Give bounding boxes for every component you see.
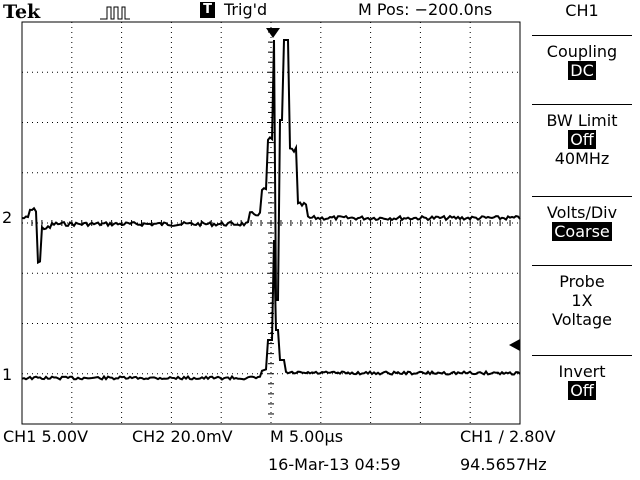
invert-label: Invert <box>558 362 606 381</box>
probe-button[interactable]: Probe 1X Voltage <box>524 272 640 329</box>
trigger-position-marker <box>266 28 280 38</box>
bw-limit-extra: 40MHz <box>554 149 610 168</box>
invert-button[interactable]: Invert Off <box>524 362 640 400</box>
ch1-scale: CH1 5.00V <box>3 427 89 446</box>
invert-value: Off <box>568 381 596 400</box>
ch1-marker: 1 <box>2 365 13 384</box>
waveform-display <box>21 21 521 425</box>
horizontal-position[interactable]: M Pos: −200.0ns <box>358 0 493 19</box>
menu-separator <box>532 35 632 36</box>
probe-type: Voltage <box>551 310 612 329</box>
ch2-marker: 2 <box>2 208 13 227</box>
ch2-trace <box>21 39 521 301</box>
timebase: M 5.00µs <box>270 427 344 446</box>
ch1-trace <box>21 239 521 381</box>
trigger-readout: CH1 ∕ 2.80V <box>460 427 556 446</box>
coupling-value: DC <box>568 61 596 80</box>
trigger-icon: T <box>200 2 215 18</box>
probe-label: Probe <box>559 272 605 291</box>
bw-limit-value: Off <box>568 130 596 149</box>
bw-limit-button[interactable]: BW Limit Off 40MHz <box>524 111 640 168</box>
ch2-scale: CH2 20.0mV <box>132 427 233 446</box>
date-time: 16-Mar-13 04:59 <box>268 455 401 474</box>
volts-div-value: Coarse <box>552 222 612 241</box>
menu-separator <box>532 104 632 105</box>
coupling-button[interactable]: Coupling DC <box>524 42 640 80</box>
coupling-label: Coupling <box>546 42 618 61</box>
volts-div-label: Volts/Div <box>546 203 618 222</box>
brand-logo: Tek <box>3 1 41 23</box>
menu-separator <box>532 265 632 266</box>
trigger-status: Trig'd <box>224 0 268 19</box>
probe-attenuation: 1X <box>571 291 593 310</box>
menu-title: CH1 <box>565 1 599 20</box>
bw-limit-label: BW Limit <box>546 111 618 130</box>
volts-div-button[interactable]: Volts/Div Coarse <box>524 203 640 241</box>
menu-separator <box>532 355 632 356</box>
frequency-readout: 94.5657Hz <box>460 455 547 474</box>
trigger-level-arrow <box>509 339 520 351</box>
menu-separator <box>532 196 632 197</box>
run-pulse-icon <box>100 6 130 20</box>
